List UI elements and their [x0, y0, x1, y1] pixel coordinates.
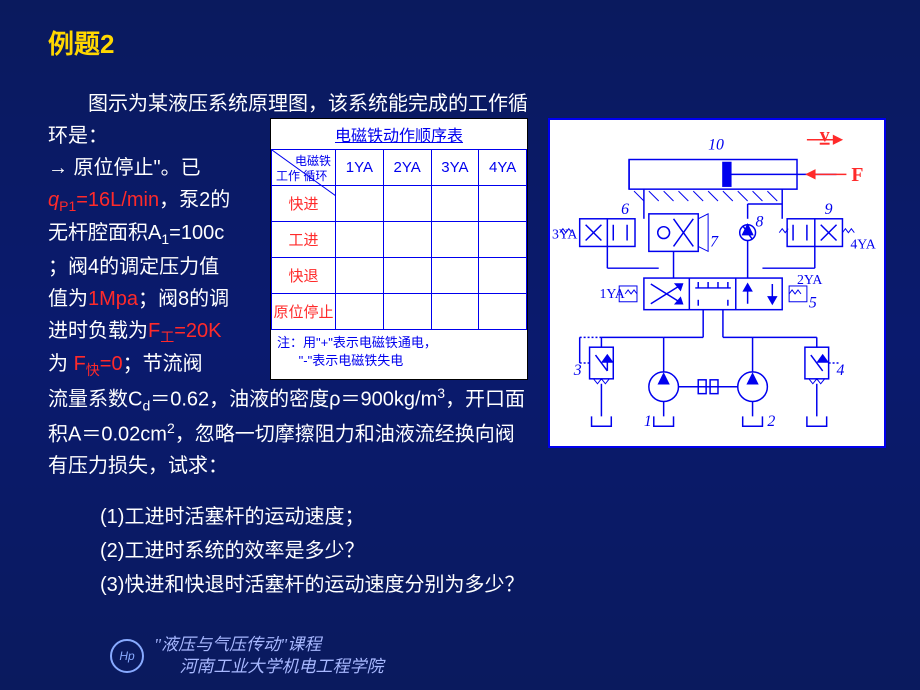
lbl-4: 4 [837, 362, 845, 379]
txt: 流量系数C [48, 388, 142, 410]
hydraulic-diagram: 10 6 7 8 9 5 3 4 1 2 3YA 4YA 1YA 2YA v F [548, 118, 886, 448]
txt: → 原位停止"。已 [48, 157, 201, 179]
slide-title: 例题2 [48, 24, 114, 61]
txt: ；节流阀 [123, 353, 203, 375]
mpa: 1Mpa [88, 288, 138, 310]
txt: ，泵2的 [159, 189, 230, 211]
note1: 注：用"+"表示电磁铁通电， [277, 335, 437, 350]
fk-val: =0 [100, 353, 123, 375]
lbl-5: 5 [809, 295, 817, 312]
txt: =100c [169, 222, 224, 244]
col-2ya: 2YA [383, 150, 431, 186]
para-9: 流量系数Cd＝0.62，油液的密度ρ＝900kg/m3，开口面积A＝0.02cm… [48, 382, 528, 483]
q3: (3)快进和快退时活塞杆的运动速度分别为多少？ [100, 568, 524, 602]
footer-text: "液压与气压传动"课程 河南工业大学机电工程学院 [154, 634, 384, 678]
lbl-3ya: 3YA [552, 227, 577, 242]
txt: ；阀8的调 [138, 288, 229, 310]
fg-sub: 工 [160, 329, 174, 345]
col-4ya: 4YA [479, 150, 527, 186]
footer: Hp "液压与气压传动"课程 河南工业大学机电工程学院 [110, 634, 384, 678]
fg-val: =20K [174, 320, 221, 342]
txt: 值为 [48, 288, 88, 310]
txt: ＝0.62，油液的密度ρ＝900kg/m [150, 388, 437, 410]
lbl-9: 9 [825, 201, 833, 218]
lbl-3: 3 [573, 362, 582, 379]
lbl-8: 8 [756, 214, 764, 231]
lbl-1: 1 [644, 413, 652, 430]
lbl-7: 7 [710, 233, 719, 250]
lbl-6: 6 [621, 201, 629, 218]
row-stop: 原位停止 [272, 294, 336, 330]
qp1-val: =16L/min [76, 189, 159, 211]
logo-icon: Hp [110, 639, 144, 673]
seq-table: 电磁铁 工作 循环 1YA 2YA 3YA 4YA 快进 工进 快退 原位停止 [271, 149, 527, 330]
lbl-10: 10 [708, 137, 724, 154]
q2: (2)工进时系统的效率是多少？ [100, 534, 524, 568]
q1: (1)工进时活塞杆的运动速度； [100, 500, 524, 534]
qp1-sub: P1 [59, 198, 76, 214]
footer-line1: "液压与气压传动"课程 [154, 634, 384, 656]
qp1-sym: q [48, 189, 59, 211]
note2: "-"表示电磁铁失电 [299, 353, 404, 368]
lbl-v: v [820, 125, 830, 147]
lbl-F: F [851, 164, 863, 186]
table-title: 电磁铁动作顺序表 [271, 119, 527, 149]
sup2: 2 [167, 420, 175, 436]
lbl-1ya: 1YA [599, 286, 624, 301]
footer-line2: 河南工业大学机电工程学院 [154, 656, 384, 678]
lbl-4ya: 4YA [850, 236, 875, 251]
sub1: 1 [161, 231, 169, 247]
txt: 为 [48, 353, 74, 375]
questions: (1)工进时活塞杆的运动速度； (2)工进时系统的效率是多少？ (3)快进和快退… [100, 500, 524, 602]
table-note: 注：用"+"表示电磁铁通电， "-"表示电磁铁失电 [271, 330, 527, 374]
fk: F [74, 353, 86, 375]
row-gongjin: 工进 [272, 222, 336, 258]
lbl-2: 2 [767, 413, 775, 430]
row-kuaitui: 快退 [272, 258, 336, 294]
col-1ya: 1YA [336, 150, 384, 186]
fk-sub: 快 [86, 362, 100, 378]
fg: F [148, 320, 160, 342]
diag-top: 电磁铁 [295, 152, 331, 169]
txt: 进时负载为 [48, 320, 148, 342]
lbl-2ya: 2YA [797, 272, 822, 287]
sup3: 3 [437, 385, 445, 401]
sequence-table: 电磁铁动作顺序表 电磁铁 工作 循环 1YA 2YA 3YA 4YA 快进 工进… [270, 118, 528, 380]
col-3ya: 3YA [431, 150, 479, 186]
diag-bot: 工作 循环 [276, 170, 327, 183]
txt: 无杆腔面积A [48, 222, 161, 244]
diag-header: 电磁铁 工作 循环 [272, 150, 336, 186]
